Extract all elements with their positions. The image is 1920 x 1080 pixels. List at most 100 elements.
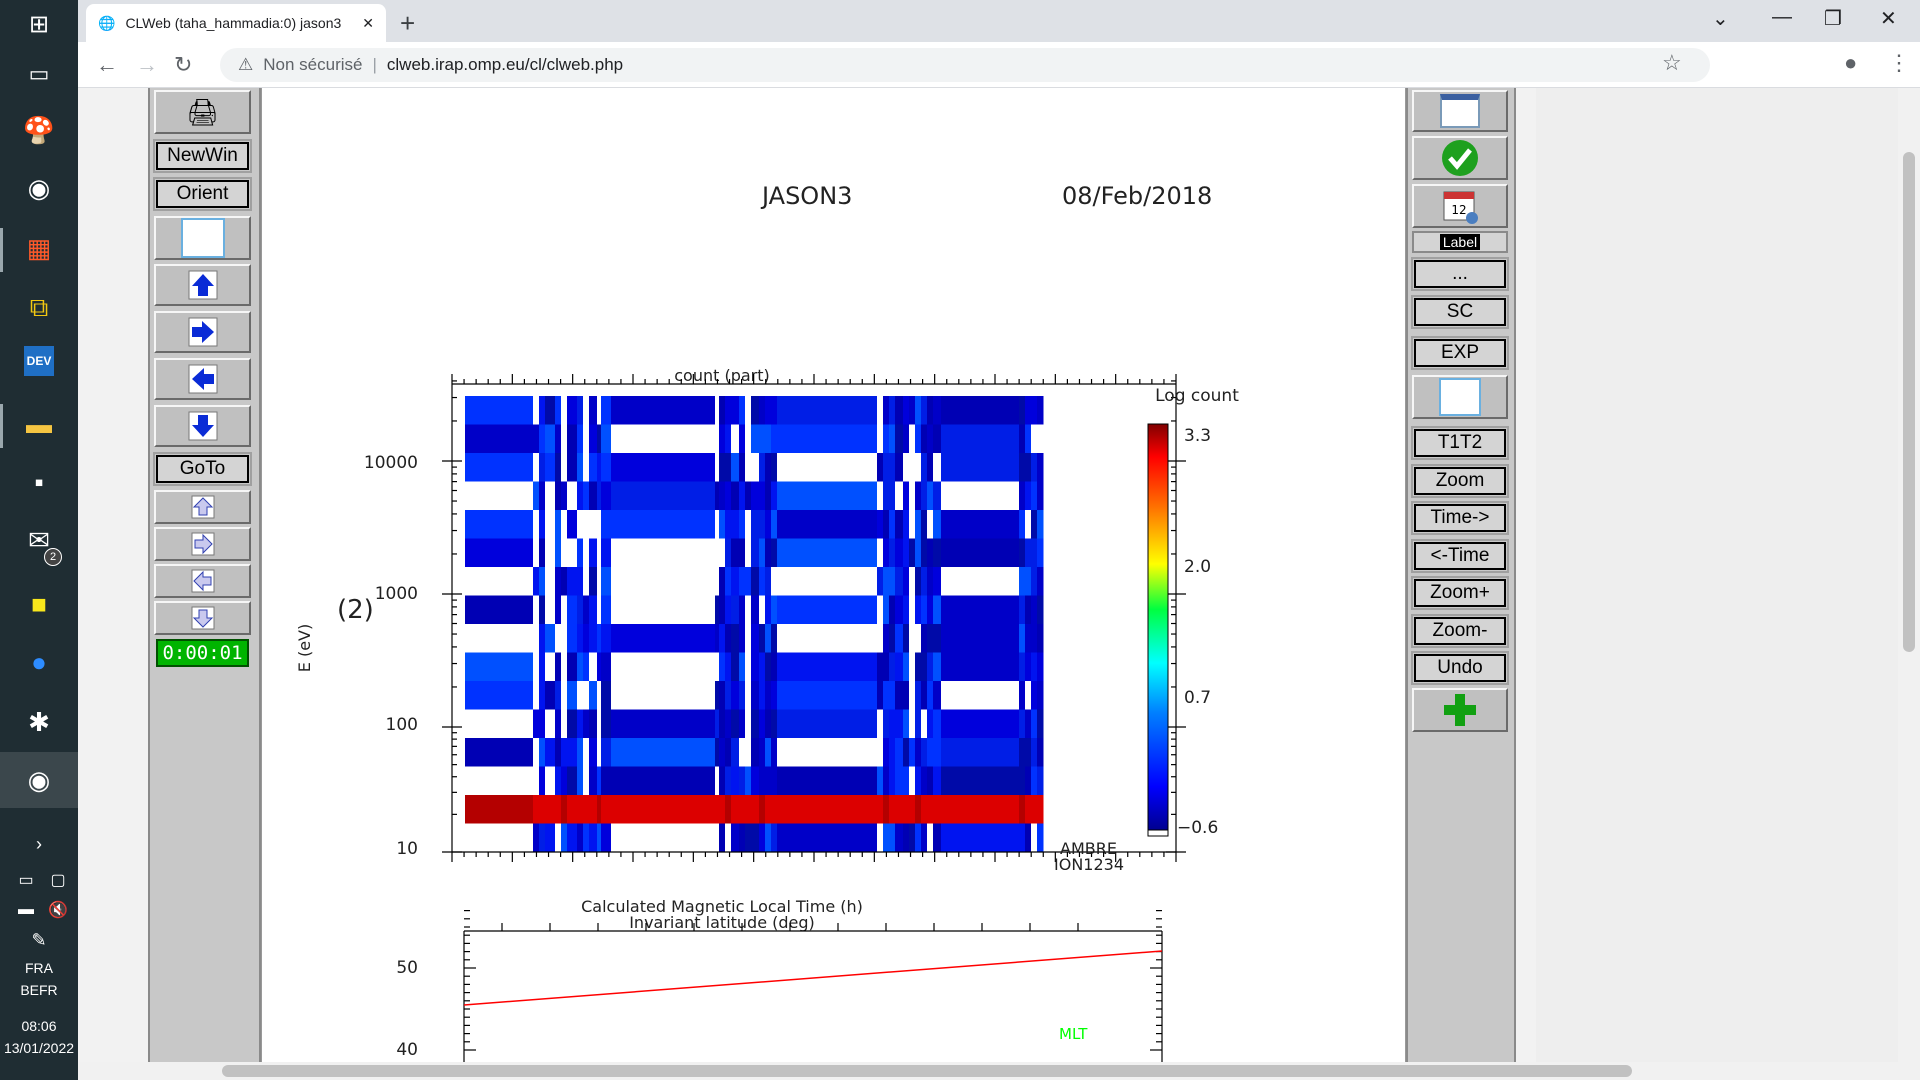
heatmap-cell [589, 823, 598, 853]
clock-time[interactable]: 08:06 [21, 1018, 57, 1034]
close-tab-icon[interactable]: ✕ [362, 14, 374, 31]
heatmap-cell [877, 538, 884, 568]
bookmark-star-icon[interactable]: ☆ [1662, 50, 1682, 75]
small-down-button[interactable] [154, 601, 251, 635]
zoom-app-icon[interactable]: ● [31, 646, 47, 677]
menu-icon[interactable]: ⋮ [1888, 50, 1910, 75]
terminal-icon[interactable]: ▪ [34, 466, 44, 497]
browser-tab[interactable]: 🌐 CLWeb (taha_hammadia:0) jason3 ✕ [86, 4, 386, 42]
heatmap-cell [771, 681, 778, 710]
heatmap-cell [561, 652, 568, 682]
windows-start-icon[interactable]: ⊞ [28, 10, 50, 38]
office-icon[interactable]: ▦ [26, 232, 52, 263]
scroll-right-button[interactable] [154, 311, 251, 353]
devcpp-icon[interactable]: DEV [24, 346, 54, 376]
heatmap-cell [895, 481, 904, 511]
horizontal-scroll-thumb[interactable] [222, 1065, 1632, 1077]
blank-window-button[interactable] [1412, 375, 1508, 419]
heatmap-cell [601, 453, 612, 482]
horizontal-scrollbar[interactable] [78, 1062, 1920, 1080]
language-indicator[interactable]: FRA [25, 960, 53, 976]
minimize-icon[interactable]: — [1772, 6, 1792, 28]
heatmap-cell [731, 453, 740, 482]
heatmap-cell [465, 709, 534, 739]
small-left-button[interactable] [154, 564, 251, 598]
more-button[interactable]: ... [1411, 257, 1509, 291]
heatmap-cell [561, 795, 568, 824]
battery-icon[interactable]: ▬ [18, 901, 34, 918]
task-view-icon[interactable]: ▭ [28, 61, 50, 86]
heatmap-cell [555, 538, 562, 568]
small-up-button[interactable] [154, 490, 251, 524]
keyboard-layout[interactable]: BEFR [20, 982, 58, 998]
undo-button[interactable]: Undo [1411, 651, 1509, 685]
restore-icon[interactable]: ❐ [1824, 8, 1842, 30]
taskbar-active-chrome[interactable] [0, 752, 78, 808]
exp-button[interactable]: EXP [1411, 336, 1509, 370]
heatmap-cell [601, 396, 612, 425]
t1t2-button[interactable]: T1T2 [1411, 426, 1509, 460]
reload-icon[interactable]: ↻ [174, 52, 193, 77]
vertical-scrollbar[interactable] [1898, 88, 1920, 1062]
panel-index: (2) [337, 595, 374, 625]
small-right-button[interactable] [154, 527, 251, 561]
address-bar[interactable]: ⚠ Non sécurisé | clweb.irap.omp.eu/cl/cl… [220, 48, 1710, 82]
zoom-button[interactable]: Zoom [1411, 464, 1509, 498]
sticky-notes-icon[interactable]: ■ [31, 588, 47, 619]
scroll-left-button[interactable] [154, 358, 251, 400]
back-icon[interactable]: ← [96, 52, 118, 77]
print-button[interactable]: 🖨 [154, 90, 251, 134]
slack-icon[interactable]: ✱ [28, 706, 50, 737]
close-window-icon[interactable]: ✕ [1880, 8, 1897, 30]
profile-icon[interactable]: ● [1844, 50, 1858, 75]
python-icon[interactable]: ⧉ [29, 292, 49, 322]
orient-button[interactable]: Orient [153, 177, 252, 211]
clock-date[interactable]: 13/01/2022 [3, 1040, 75, 1056]
heatmap-cell [719, 538, 726, 568]
heatmap-cell [751, 567, 760, 596]
label-button[interactable]: Label [1412, 231, 1508, 253]
list-button[interactable] [1412, 90, 1508, 132]
file-explorer-icon[interactable]: ▬ [26, 408, 52, 439]
mail-icon[interactable]: ✉ [28, 524, 50, 555]
volume-muted-icon[interactable]: 🔇 [48, 902, 68, 919]
zoom-in-button[interactable]: Zoom+ [1411, 576, 1509, 610]
heatmap-cell [877, 624, 884, 653]
newwin-button[interactable]: NewWin [153, 139, 252, 173]
scroll-up-button[interactable] [154, 264, 251, 306]
vertical-scroll-thumb[interactable] [1903, 152, 1915, 652]
heatmap-cell [597, 766, 602, 796]
app-icon[interactable]: 🍄 [22, 114, 56, 145]
forward-icon[interactable]: → [136, 52, 158, 77]
time-forward-button[interactable]: Time-> [1411, 501, 1509, 535]
chrome-icon[interactable]: ◉ [27, 172, 51, 203]
device-icon[interactable]: ▢ [50, 872, 66, 889]
tab-search-icon[interactable]: ⌄ [1712, 8, 1729, 30]
zoom-out-button[interactable]: Zoom- [1411, 614, 1509, 648]
chevron-right-icon[interactable]: › [36, 833, 42, 854]
heatmap-cell [739, 510, 746, 539]
heatmap-cell [561, 510, 568, 539]
taskbar-running-indicator [0, 404, 3, 448]
add-panel-button[interactable] [1412, 688, 1508, 732]
pen-icon[interactable]: ✎ [31, 929, 47, 950]
chrome-active-icon[interactable]: ◉ [27, 764, 51, 795]
window-button[interactable] [154, 216, 251, 260]
scroll-down-button[interactable] [154, 405, 251, 447]
heatmap-cell [715, 823, 720, 853]
time-back-button[interactable]: <-Time [1411, 539, 1509, 573]
network-icon[interactable]: ▭ [18, 872, 34, 889]
heatmap-cell [877, 424, 884, 454]
heatmap-cell [611, 766, 716, 796]
heatmap-cell [725, 652, 732, 682]
heatmap-cell [771, 795, 778, 824]
heatmap-cell [751, 538, 760, 568]
heatmap-cell [921, 709, 928, 739]
heatmap-cell [1019, 538, 1026, 568]
goto-button[interactable]: GoTo [153, 452, 252, 486]
new-tab-icon[interactable]: + [400, 8, 416, 38]
plot-area[interactable]: JASON3 08/Feb/2018 count (part) E (eV) (… [261, 88, 1406, 1062]
calendar-button[interactable]: 12 [1412, 184, 1508, 228]
validate-button[interactable] [1412, 136, 1508, 180]
sc-button[interactable]: SC [1411, 295, 1509, 329]
